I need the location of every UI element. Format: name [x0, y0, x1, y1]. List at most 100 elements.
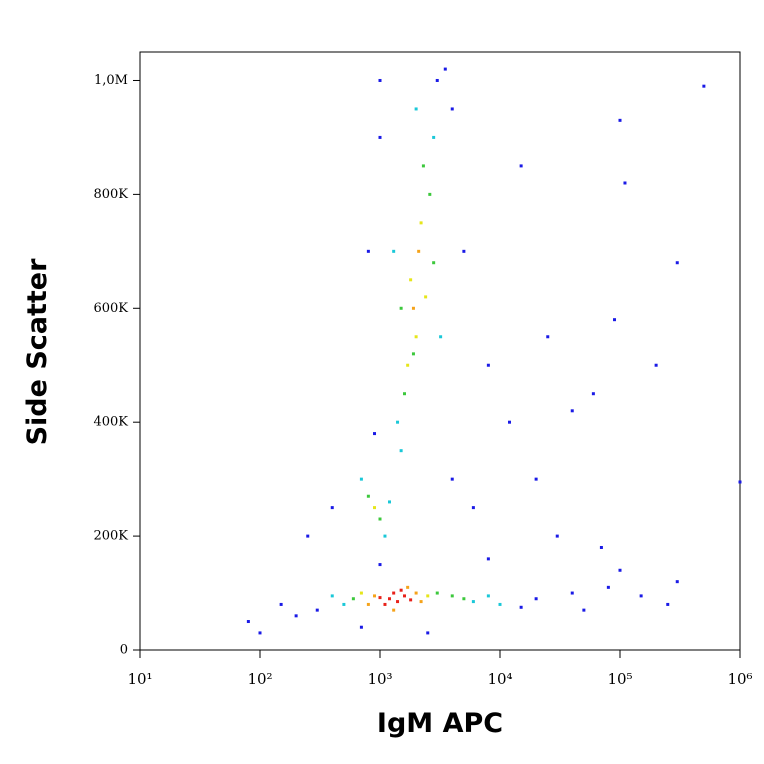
point	[330, 506, 334, 510]
point	[378, 78, 382, 82]
point	[534, 477, 538, 481]
point	[435, 591, 439, 595]
point	[409, 278, 413, 282]
point	[330, 594, 334, 598]
point	[414, 591, 418, 595]
point	[359, 625, 363, 629]
point	[424, 295, 428, 299]
point	[399, 306, 403, 310]
point	[498, 602, 502, 606]
point	[639, 594, 643, 598]
point	[383, 602, 387, 606]
point	[414, 335, 418, 339]
y-tick-label: 800K	[93, 187, 128, 202]
point	[351, 597, 355, 601]
point	[738, 480, 742, 484]
point	[373, 506, 377, 510]
point	[613, 318, 617, 322]
point	[435, 78, 439, 82]
point	[402, 594, 406, 598]
y-tick-label: 1,0M	[94, 73, 128, 88]
point	[414, 107, 418, 111]
point	[546, 335, 550, 339]
point	[591, 392, 595, 396]
point	[555, 534, 559, 538]
point	[399, 449, 403, 453]
point	[388, 597, 392, 601]
point	[654, 363, 658, 367]
x-tick-label: 10²	[247, 670, 272, 688]
point	[392, 591, 396, 595]
point	[388, 500, 392, 504]
point	[417, 249, 421, 253]
point	[426, 594, 430, 598]
point	[246, 620, 250, 624]
point	[450, 107, 454, 111]
point	[443, 67, 447, 71]
point	[666, 602, 670, 606]
point	[411, 306, 415, 310]
point	[432, 261, 436, 265]
point	[315, 608, 319, 612]
point	[419, 221, 423, 225]
y-tick-label: 600K	[93, 301, 128, 316]
point	[294, 614, 298, 618]
point	[411, 352, 415, 356]
point	[702, 84, 706, 88]
point	[378, 517, 382, 521]
x-tick-label: 10³	[367, 670, 392, 688]
point	[471, 600, 475, 604]
x-tick-label: 10⁶	[727, 670, 752, 688]
point	[462, 249, 466, 253]
point	[378, 135, 382, 139]
point	[439, 335, 443, 339]
point	[419, 600, 423, 604]
x-tick-label: 10⁴	[487, 670, 512, 688]
point	[534, 597, 538, 601]
point	[432, 135, 436, 139]
point	[383, 534, 387, 538]
point	[462, 597, 466, 601]
point	[258, 631, 262, 635]
point	[570, 591, 574, 595]
point	[421, 164, 425, 168]
point	[396, 600, 400, 604]
point	[373, 432, 377, 436]
plot-frame	[139, 51, 741, 651]
point	[570, 409, 574, 413]
point	[623, 181, 627, 185]
point	[675, 580, 679, 584]
point	[359, 477, 363, 481]
point	[366, 602, 370, 606]
point	[342, 602, 346, 606]
point	[450, 477, 454, 481]
point	[366, 494, 370, 498]
point	[606, 585, 610, 589]
point	[378, 563, 382, 567]
point	[359, 591, 363, 595]
x-tick-label: 10¹	[127, 670, 152, 688]
point	[519, 164, 523, 168]
point	[582, 608, 586, 612]
point	[486, 594, 490, 598]
point	[406, 363, 410, 367]
point	[409, 598, 413, 602]
point	[508, 420, 512, 424]
point	[519, 605, 523, 609]
x-axis-title: IgM APC	[377, 708, 503, 739]
point	[402, 392, 406, 396]
point	[618, 568, 622, 572]
point	[406, 585, 410, 589]
x-tick-label: 10⁵	[607, 670, 632, 688]
point	[428, 192, 432, 196]
point	[426, 631, 430, 635]
point	[618, 118, 622, 122]
point	[306, 534, 310, 538]
point	[599, 545, 603, 549]
point	[399, 588, 403, 592]
point	[675, 261, 679, 265]
y-axis-title: Side Scatter	[22, 258, 53, 446]
point	[471, 506, 475, 510]
